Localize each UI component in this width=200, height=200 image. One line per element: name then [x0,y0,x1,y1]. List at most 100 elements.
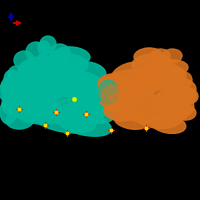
Ellipse shape [54,47,90,65]
Ellipse shape [128,110,133,112]
Ellipse shape [98,80,118,104]
Ellipse shape [37,105,41,107]
Ellipse shape [56,96,61,99]
Ellipse shape [73,89,77,92]
Ellipse shape [26,63,86,97]
Ellipse shape [172,104,196,120]
Ellipse shape [32,107,96,133]
Ellipse shape [73,98,77,101]
Ellipse shape [129,104,134,107]
Ellipse shape [31,102,36,105]
Ellipse shape [86,78,114,98]
Ellipse shape [115,93,120,96]
Ellipse shape [17,92,22,95]
Ellipse shape [162,103,167,105]
Ellipse shape [18,62,46,82]
Ellipse shape [79,101,85,104]
Ellipse shape [50,44,70,60]
Ellipse shape [134,48,162,64]
Ellipse shape [100,88,132,112]
Ellipse shape [18,91,22,93]
Ellipse shape [166,67,186,85]
Ellipse shape [104,103,136,121]
Ellipse shape [90,98,95,102]
Ellipse shape [149,93,154,96]
Ellipse shape [0,100,16,124]
Ellipse shape [68,97,72,101]
Ellipse shape [91,109,97,112]
Ellipse shape [63,104,67,107]
Ellipse shape [164,78,196,98]
Ellipse shape [61,108,67,111]
Ellipse shape [36,51,68,69]
Ellipse shape [84,100,88,103]
Ellipse shape [51,92,56,96]
Ellipse shape [96,98,100,102]
Ellipse shape [48,70,104,98]
Ellipse shape [178,88,198,104]
Ellipse shape [49,101,55,104]
Ellipse shape [14,76,58,116]
Ellipse shape [57,112,111,136]
Ellipse shape [6,111,34,129]
Ellipse shape [134,107,139,109]
Ellipse shape [132,54,172,74]
Ellipse shape [28,97,33,100]
Ellipse shape [52,97,57,100]
Ellipse shape [43,92,47,94]
Ellipse shape [16,70,40,98]
Ellipse shape [156,108,161,110]
Ellipse shape [4,70,20,90]
Ellipse shape [145,100,149,103]
Ellipse shape [180,88,196,104]
Ellipse shape [124,101,129,103]
Ellipse shape [98,69,190,123]
Ellipse shape [1,78,15,98]
Ellipse shape [102,85,122,107]
Ellipse shape [154,97,159,100]
Ellipse shape [119,100,123,102]
Ellipse shape [78,105,114,123]
Ellipse shape [123,105,128,108]
Ellipse shape [114,103,118,105]
Ellipse shape [4,95,28,117]
Ellipse shape [78,97,83,100]
Ellipse shape [34,99,39,102]
Ellipse shape [138,62,182,90]
Ellipse shape [23,88,27,91]
Ellipse shape [23,93,28,96]
Ellipse shape [150,100,155,103]
Ellipse shape [78,88,82,91]
Ellipse shape [145,104,150,107]
Ellipse shape [114,111,150,129]
Ellipse shape [6,84,34,116]
Ellipse shape [38,41,50,55]
Ellipse shape [73,93,78,97]
Ellipse shape [150,49,170,63]
Ellipse shape [172,104,188,120]
Ellipse shape [42,102,46,105]
Ellipse shape [151,109,156,112]
Ellipse shape [161,106,165,109]
Ellipse shape [68,92,72,95]
Ellipse shape [2,94,14,114]
Ellipse shape [12,95,16,99]
Ellipse shape [85,95,89,98]
Ellipse shape [48,54,88,74]
Ellipse shape [156,60,188,76]
Ellipse shape [2,79,22,105]
Ellipse shape [85,106,91,109]
Ellipse shape [48,88,52,91]
Ellipse shape [135,106,139,108]
Ellipse shape [176,72,192,88]
Ellipse shape [8,66,24,86]
Ellipse shape [143,94,148,97]
Ellipse shape [26,42,46,62]
Ellipse shape [121,94,126,97]
Ellipse shape [14,100,66,124]
Ellipse shape [140,102,144,104]
Ellipse shape [132,100,137,103]
Ellipse shape [150,115,186,133]
Ellipse shape [55,103,61,105]
Ellipse shape [110,62,162,98]
